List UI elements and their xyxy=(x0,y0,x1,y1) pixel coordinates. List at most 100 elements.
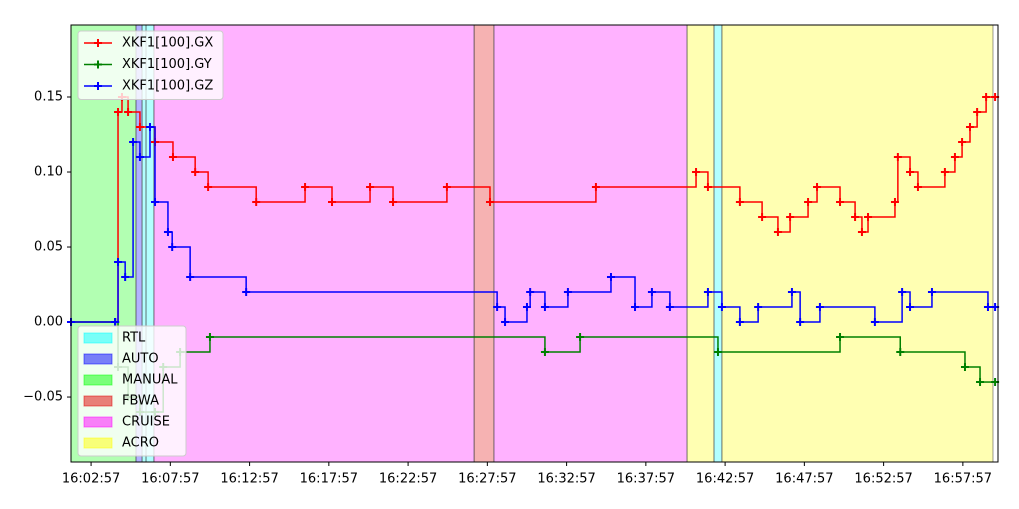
x-tick-label: 16:12:57 xyxy=(220,472,278,487)
y-tick-label: 0.15 xyxy=(34,90,63,105)
point-marker xyxy=(111,318,120,327)
legend-box xyxy=(77,30,224,100)
line-step xyxy=(256,187,306,203)
x-tick-label: 16:27:57 xyxy=(458,472,516,487)
line-step xyxy=(717,337,841,353)
point-marker xyxy=(965,123,974,132)
point-marker xyxy=(631,303,640,312)
legend-marker xyxy=(94,60,102,69)
legend-marker xyxy=(94,82,102,90)
x-tick-label: 16:52:57 xyxy=(854,472,912,487)
point-marker xyxy=(893,153,902,162)
legend-label: RTL xyxy=(122,331,146,346)
line-step xyxy=(707,291,723,308)
line-step xyxy=(897,156,911,173)
line-step xyxy=(840,336,902,353)
point-marker xyxy=(735,198,744,207)
line-step xyxy=(868,202,896,218)
legend-patch xyxy=(83,353,113,365)
line-step xyxy=(790,202,809,218)
mode-bands xyxy=(70,24,994,463)
point-marker xyxy=(204,183,213,192)
x-tick-label: 16:32:57 xyxy=(537,472,595,487)
x-tick-label: 16:22:57 xyxy=(379,472,437,487)
legend-patch xyxy=(83,395,113,407)
point-marker xyxy=(927,288,936,297)
point-marker xyxy=(485,198,494,207)
line-step xyxy=(172,156,196,173)
legend-marker xyxy=(94,39,102,47)
legend-label: CRUISE xyxy=(122,415,170,430)
legend-patch xyxy=(83,416,113,428)
y-tick-label: 0.05 xyxy=(34,240,63,255)
point-marker xyxy=(665,303,674,312)
point-marker xyxy=(493,303,502,312)
point-marker xyxy=(890,198,899,207)
point-marker xyxy=(976,378,985,387)
point-marker xyxy=(786,213,795,222)
x-tick-label: 16:47:57 xyxy=(775,472,833,487)
mode-span xyxy=(493,24,688,463)
line-step xyxy=(651,291,671,308)
legend-patch xyxy=(83,332,113,344)
line-step xyxy=(190,276,247,293)
x-tick-label: 16:37:57 xyxy=(617,472,675,487)
line-step xyxy=(739,201,763,218)
point-marker xyxy=(983,303,992,312)
line-step xyxy=(917,172,946,188)
point-marker xyxy=(815,303,824,312)
y-tick-label: −0.05 xyxy=(23,390,63,405)
line-step xyxy=(446,186,491,203)
y-tick-label: 0.10 xyxy=(34,165,63,180)
point-marker xyxy=(773,228,782,237)
point-marker xyxy=(540,348,549,357)
point-marker xyxy=(735,318,744,327)
point-marker xyxy=(442,183,451,192)
point-marker xyxy=(145,123,154,132)
point-marker xyxy=(787,288,796,297)
point-marker xyxy=(129,138,138,147)
point-marker xyxy=(328,198,337,207)
point-marker xyxy=(713,348,722,357)
legend-label: XKF1[100].GZ xyxy=(122,79,213,94)
point-marker xyxy=(540,303,549,312)
mode-span xyxy=(473,24,495,463)
line-step xyxy=(758,292,793,308)
point-marker xyxy=(389,198,398,207)
point-marker xyxy=(796,318,805,327)
line-step xyxy=(840,201,856,218)
line-step xyxy=(393,187,448,203)
legend-label: ACRO xyxy=(122,436,159,451)
point-marker xyxy=(836,333,845,342)
point-marker xyxy=(591,183,600,192)
point-marker xyxy=(896,348,905,357)
axes: −0.05 0.00 0.05 0.10 0.15 16:02:57 16:07:57 16:… xyxy=(23,90,992,487)
point-marker xyxy=(703,183,712,192)
mode-legend: RTL AUTO MANUAL FBWA CRUISE ACRO xyxy=(77,325,187,457)
line-step xyxy=(964,366,981,383)
line-step xyxy=(610,276,636,308)
point-marker xyxy=(366,183,375,192)
point-marker xyxy=(692,168,701,177)
point-marker xyxy=(982,93,991,102)
point-marker xyxy=(522,303,531,312)
x-tick-label: 16:17:57 xyxy=(300,472,358,487)
series-lines xyxy=(67,93,1000,417)
line-step xyxy=(544,292,569,308)
line-step xyxy=(305,186,333,203)
point-marker xyxy=(124,108,133,117)
point-marker xyxy=(501,318,510,327)
point-marker xyxy=(913,183,922,192)
point-marker xyxy=(754,303,763,312)
line-step xyxy=(505,307,528,323)
line-step xyxy=(817,186,841,203)
line-step xyxy=(595,172,697,188)
point-marker xyxy=(804,198,813,207)
point-marker xyxy=(898,288,907,297)
line-step xyxy=(155,201,169,233)
point-marker xyxy=(526,288,535,297)
point-marker xyxy=(857,228,866,237)
line-step xyxy=(208,186,257,203)
point-marker xyxy=(114,258,123,267)
line-step xyxy=(180,337,211,353)
